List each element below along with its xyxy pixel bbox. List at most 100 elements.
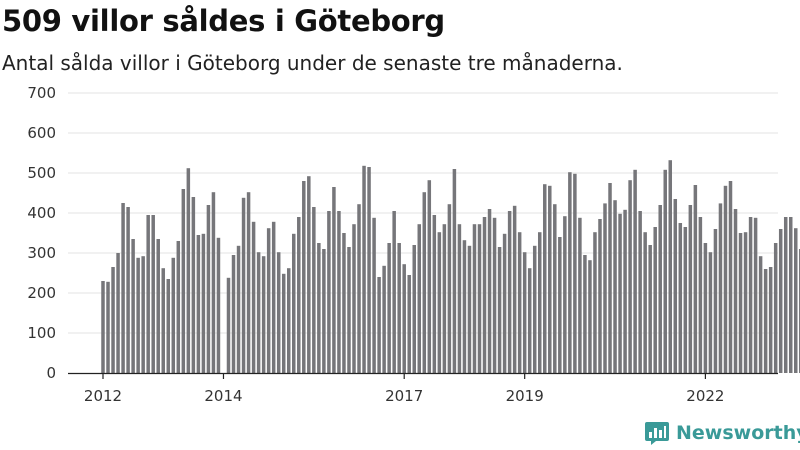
x-tick-label: 2019 xyxy=(506,387,544,405)
bar xyxy=(397,243,401,373)
bar xyxy=(276,252,281,373)
bar xyxy=(512,205,517,373)
bar xyxy=(337,211,341,373)
bar xyxy=(292,233,296,373)
bar xyxy=(422,192,427,373)
bar xyxy=(136,257,140,373)
bar xyxy=(593,232,597,373)
bar xyxy=(126,207,130,373)
y-tick-label: 500 xyxy=(27,164,56,182)
bar xyxy=(678,223,683,373)
bar xyxy=(568,172,572,373)
bar xyxy=(377,277,381,373)
bar xyxy=(738,233,743,373)
bar xyxy=(452,169,457,373)
bar xyxy=(382,265,386,373)
bar xyxy=(442,224,447,373)
bar xyxy=(352,224,356,373)
bar xyxy=(698,217,703,373)
bar xyxy=(432,215,437,373)
bar xyxy=(693,185,698,373)
bar xyxy=(307,176,311,373)
bar xyxy=(532,245,537,373)
bar xyxy=(773,243,778,373)
bar xyxy=(297,217,301,373)
bar xyxy=(166,279,171,373)
bar xyxy=(131,239,135,373)
bar xyxy=(487,209,492,373)
bar xyxy=(101,281,105,373)
bar xyxy=(236,245,241,373)
bar xyxy=(763,269,768,373)
bar xyxy=(788,217,793,373)
bar xyxy=(522,252,527,373)
bar xyxy=(156,239,160,373)
bar xyxy=(231,255,236,373)
bar xyxy=(517,232,522,373)
bar xyxy=(502,233,507,373)
bar xyxy=(407,275,411,373)
bar xyxy=(527,268,532,373)
bar xyxy=(206,205,211,373)
bar xyxy=(578,217,582,373)
bar xyxy=(417,224,422,373)
bar xyxy=(176,241,181,373)
bar xyxy=(778,229,783,373)
bar xyxy=(618,213,622,373)
bar xyxy=(718,203,723,373)
x-tick-label: 2012 xyxy=(84,387,122,405)
bar xyxy=(638,211,642,373)
bar xyxy=(462,240,467,373)
bar xyxy=(362,165,366,373)
bar xyxy=(317,243,321,373)
y-tick-label: 300 xyxy=(27,244,56,262)
bar xyxy=(743,232,748,373)
bar xyxy=(392,211,396,373)
y-tick-label: 100 xyxy=(27,324,56,342)
bar xyxy=(563,216,567,373)
bar xyxy=(457,224,462,373)
bar xyxy=(186,168,191,373)
y-tick-label: 0 xyxy=(46,364,56,382)
y-tick-label: 600 xyxy=(27,124,56,142)
bar xyxy=(111,267,115,373)
bar xyxy=(713,229,718,373)
bar xyxy=(146,215,150,373)
bar xyxy=(583,255,587,373)
y-tick-label: 400 xyxy=(27,204,56,222)
bar xyxy=(558,237,562,373)
bar xyxy=(588,260,592,373)
bar xyxy=(427,180,432,373)
bar xyxy=(613,200,617,373)
bar xyxy=(794,228,798,373)
brand-name: Newsworthy xyxy=(676,422,800,444)
bar xyxy=(683,227,688,373)
bar xyxy=(783,217,788,373)
bar xyxy=(548,185,552,373)
x-tick-label: 2022 xyxy=(686,387,724,405)
bar xyxy=(437,232,442,373)
bar xyxy=(663,169,667,373)
bar xyxy=(492,217,497,373)
bar xyxy=(603,203,607,373)
bar xyxy=(211,192,216,373)
bar xyxy=(623,209,627,373)
bar xyxy=(497,247,502,373)
bar xyxy=(608,183,612,373)
bar xyxy=(653,227,657,373)
y-tick-label: 200 xyxy=(27,284,56,302)
bar xyxy=(748,217,753,373)
bar xyxy=(251,221,256,373)
bar xyxy=(387,243,391,373)
bar xyxy=(573,173,577,373)
bar xyxy=(266,228,271,373)
bar xyxy=(322,249,326,373)
x-axis: 201220142017201920222024 xyxy=(68,372,778,405)
chart-subtitle: Antal sålda villor i Göteborg under de s… xyxy=(2,51,623,75)
x-tick-label: 2017 xyxy=(385,387,423,405)
bar xyxy=(412,245,416,373)
bar xyxy=(447,204,452,373)
bar xyxy=(181,189,186,373)
bar xyxy=(553,204,557,373)
